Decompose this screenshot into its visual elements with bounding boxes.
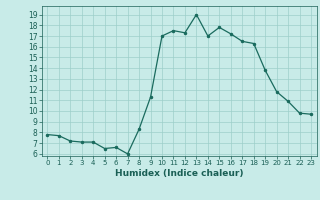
- X-axis label: Humidex (Indice chaleur): Humidex (Indice chaleur): [115, 169, 244, 178]
